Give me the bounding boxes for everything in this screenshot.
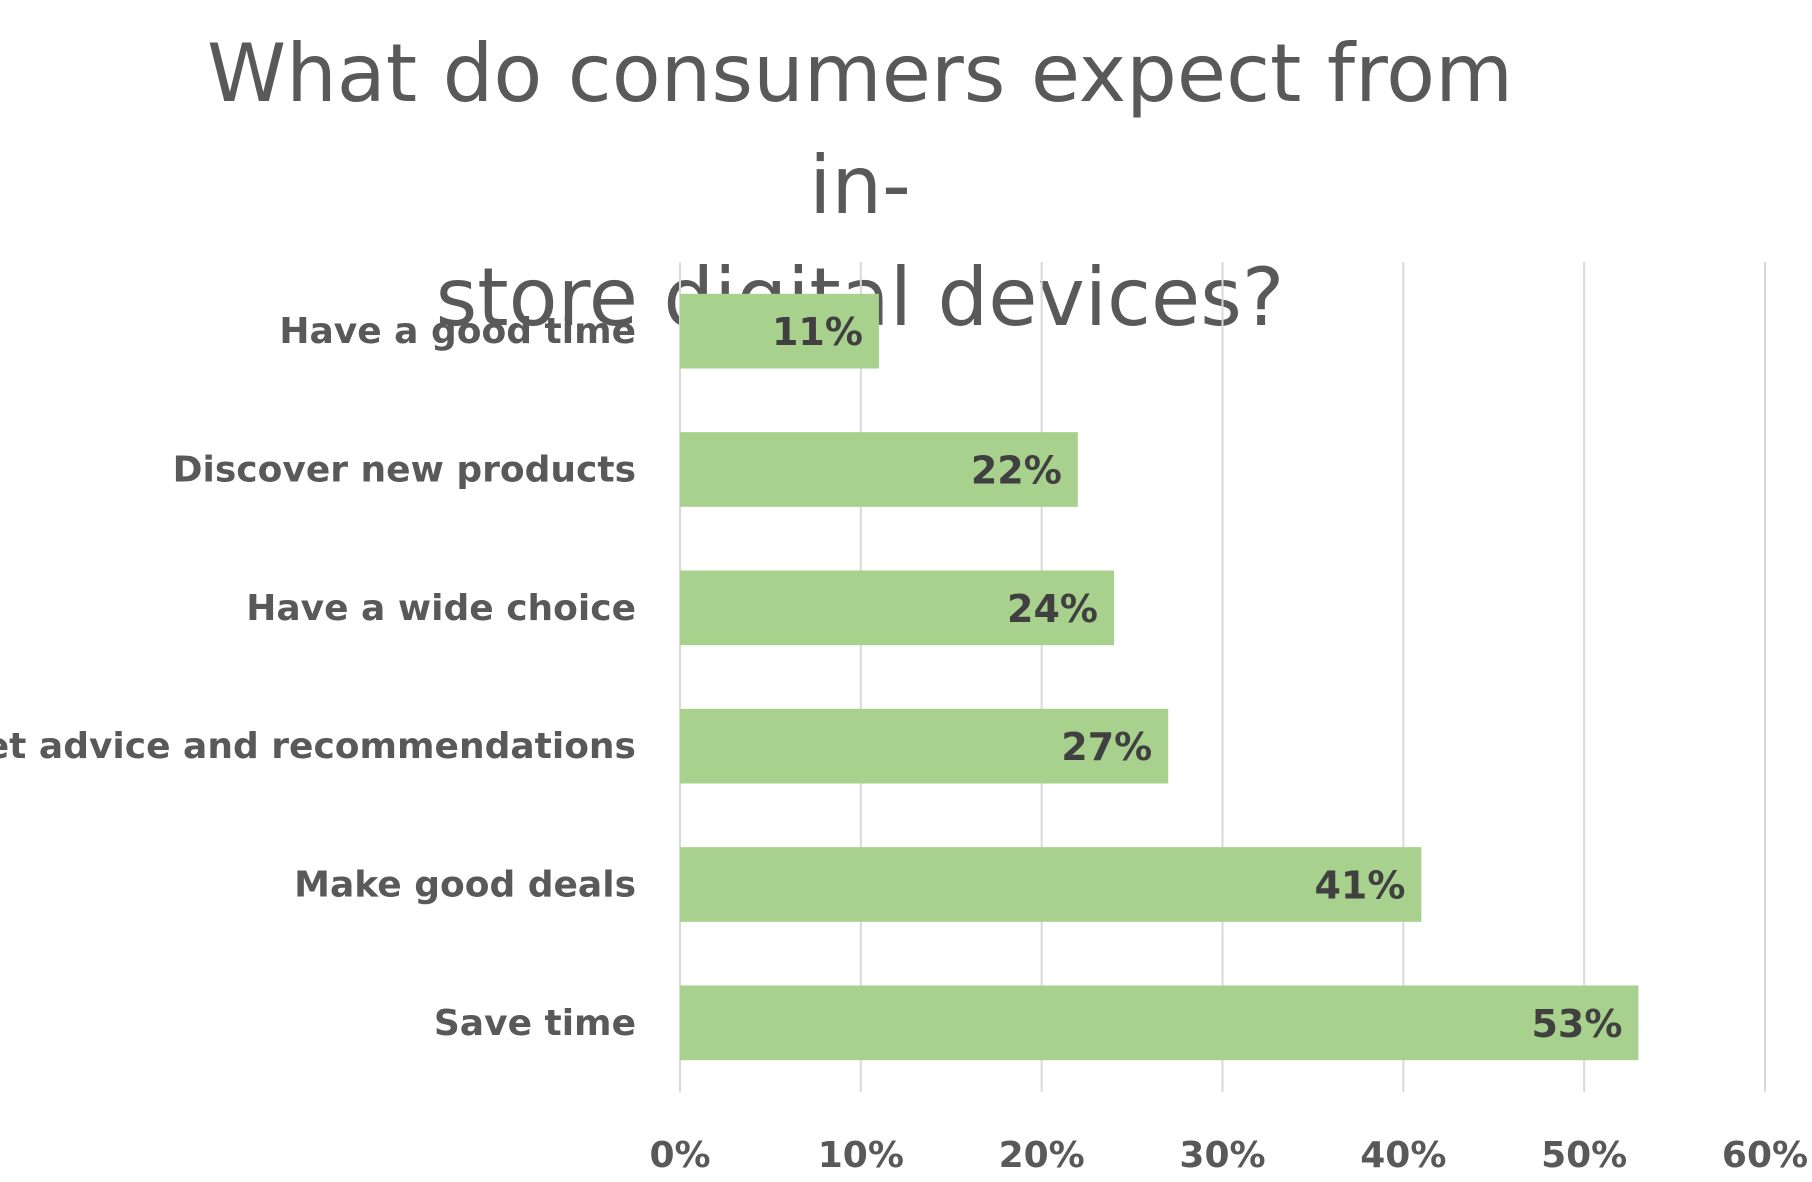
- x-tick-label: 30%: [1179, 1135, 1265, 1176]
- data-label: 53%: [1531, 1002, 1622, 1046]
- data-label: 24%: [1007, 587, 1098, 631]
- category-label: Have a wide choice: [246, 588, 636, 629]
- category-label: Get advice and recommendations: [0, 726, 636, 767]
- data-label: 27%: [1061, 725, 1152, 769]
- category-label: Save time: [434, 1003, 636, 1044]
- category-label: Discover new products: [173, 450, 636, 491]
- data-label: 41%: [1314, 864, 1405, 908]
- chart-title-line-1: What do consumers expect from in-: [206, 27, 1514, 232]
- bar: [680, 432, 1078, 507]
- category-labels: Have a good time Discover new products Hav…: [0, 311, 636, 1044]
- data-labels: 11% 22% 24% 27% 41% 53%: [772, 310, 1622, 1046]
- bar: [680, 847, 1422, 922]
- x-tick-label: 20%: [999, 1135, 1085, 1176]
- bar: [680, 570, 1114, 646]
- x-tick-label: 50%: [1541, 1135, 1627, 1176]
- x-tick-label: 0%: [649, 1135, 710, 1176]
- bars: [680, 293, 1639, 1061]
- bar: [680, 708, 1169, 784]
- x-tick-label: 40%: [1360, 1135, 1446, 1176]
- chart-title: What do consumers expect from in- store …: [150, 18, 1570, 354]
- category-label: Make good deals: [294, 865, 636, 906]
- category-label: Have a good time: [279, 311, 636, 352]
- data-label: 11%: [772, 310, 863, 354]
- x-axis-tick-labels: 0% 10% 20% 30% 40% 50% 60%: [649, 1135, 1808, 1176]
- bar: [680, 985, 1639, 1061]
- gridlines: [679, 262, 1766, 1092]
- data-label: 22%: [971, 449, 1062, 493]
- x-tick-label: 10%: [818, 1135, 904, 1176]
- bar: [680, 293, 879, 369]
- x-tick-label: 60%: [1722, 1135, 1808, 1176]
